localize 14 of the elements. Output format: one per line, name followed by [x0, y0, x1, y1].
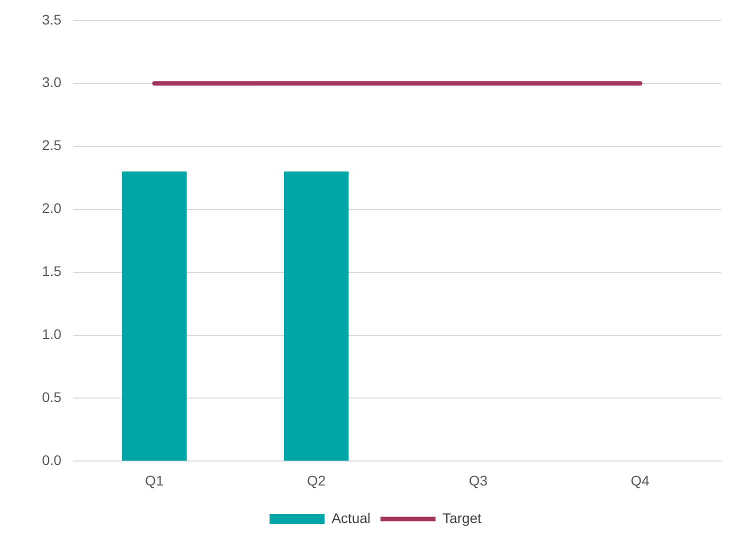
- y-tick-label: 3.0: [42, 74, 62, 90]
- x-tick-label: Q4: [630, 472, 650, 488]
- x-tick-label: Q3: [468, 472, 488, 488]
- y-tick-label: 0.5: [42, 389, 62, 406]
- legend-label: Actual: [332, 510, 371, 526]
- y-tick-label: 3.5: [42, 11, 62, 28]
- y-tick-label: 2.0: [42, 200, 62, 216]
- y-tick-label: 0.0: [42, 452, 62, 468]
- legend-label: Target: [442, 510, 482, 526]
- y-tick-label: 2.5: [42, 137, 62, 154]
- y-tick-label: 1.5: [42, 263, 62, 280]
- x-tick-label: Q1: [145, 472, 164, 488]
- x-tick-label: Q2: [306, 472, 326, 488]
- y-tick-label: 1.0: [42, 326, 62, 342]
